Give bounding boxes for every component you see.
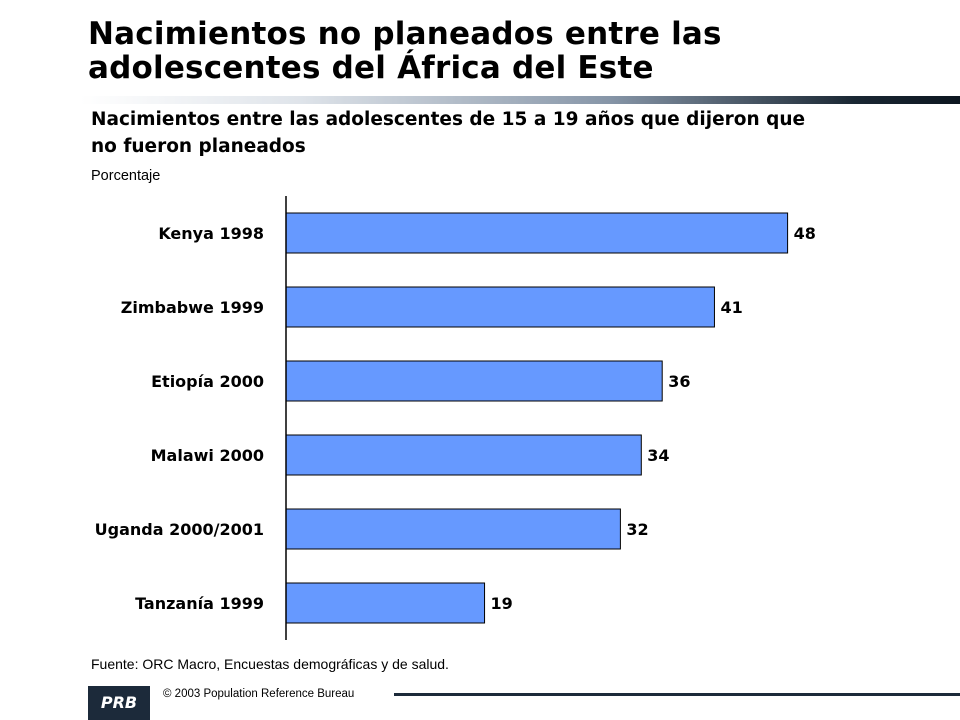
data-label: 36 — [668, 372, 690, 391]
data-label: 48 — [794, 224, 816, 243]
footer-rule — [394, 693, 960, 696]
subtitle-line-1: Nacimientos entre las adolescentes de 15… — [91, 109, 806, 130]
category-label: Uganda 2000/2001 — [95, 520, 264, 539]
title-line-2: adolescentes del África del Este — [88, 50, 654, 86]
subtitle-line-2: no fueron planeados — [91, 136, 306, 157]
category-label: Zimbabwe 1999 — [121, 298, 264, 317]
title-gradient-rule — [80, 96, 960, 104]
title-line-1: Nacimientos no planeados entre las — [88, 16, 722, 52]
bar — [285, 360, 663, 402]
category-label: Malawi 2000 — [151, 446, 264, 465]
bar — [285, 508, 621, 550]
category-label: Etiopía 2000 — [151, 372, 264, 391]
bar — [285, 212, 789, 254]
page-title: Nacimientos no planeados entre las adole… — [88, 17, 928, 85]
data-label: 34 — [647, 446, 669, 465]
unit-label: Porcentaje — [91, 168, 161, 184]
logo-text: PRB — [101, 693, 137, 712]
data-label: 19 — [491, 594, 513, 613]
chart-subtitle: Nacimientos entre las adolescentes de 15… — [91, 106, 891, 160]
source-note: Fuente: ORC Macro, Encuestas demográfica… — [91, 656, 449, 672]
bar — [285, 434, 642, 476]
category-label: Kenya 1998 — [158, 224, 264, 243]
bar — [285, 286, 715, 328]
prb-logo: PRB — [88, 686, 150, 720]
category-label: Tanzanía 1999 — [135, 594, 264, 613]
data-label: 32 — [626, 520, 648, 539]
bar — [285, 582, 486, 624]
data-label: 41 — [720, 298, 742, 317]
copyright-text: © 2003 Population Reference Bureau — [163, 688, 355, 700]
